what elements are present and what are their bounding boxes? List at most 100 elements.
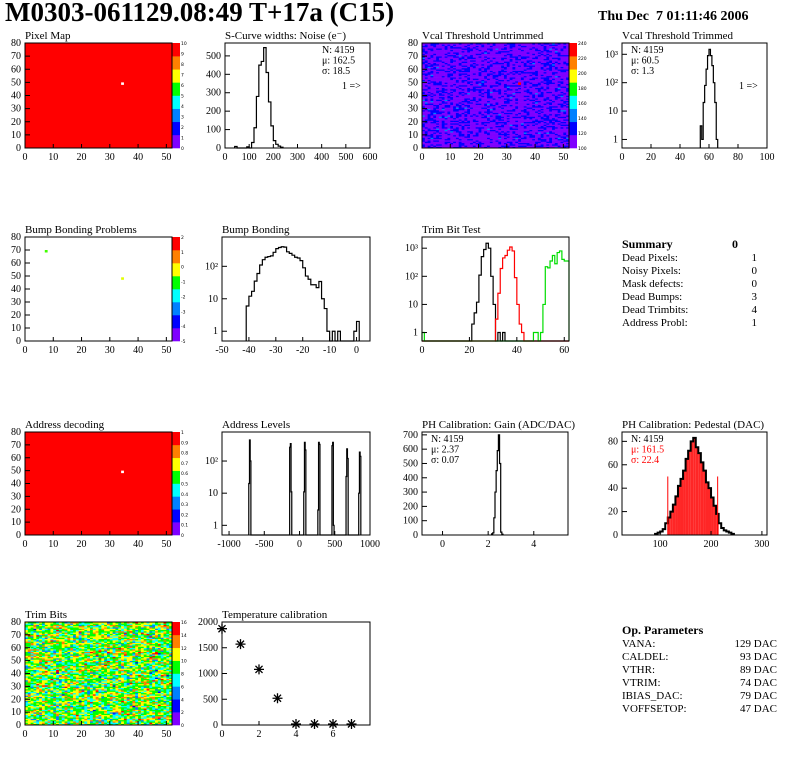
heatmap-cell [25,669,29,672]
heatmap-cell [520,133,525,136]
colorbar-tick-label: -1 [181,280,186,286]
heatmap-cell [489,79,493,82]
heatmap-cell [470,53,474,56]
heatmap-cell [484,109,488,112]
heatmap-cell [422,134,426,137]
heatmap-cell [503,146,508,149]
heatmap-cell [422,132,426,134]
heatmap-cell [501,138,505,141]
heatmap-cell [492,73,496,75]
heatmap-cell [464,58,468,61]
heatmap-cell [546,69,550,71]
heatmap-cell [444,65,448,67]
heatmap-cell [495,107,499,109]
heatmap-cell [543,58,547,61]
heatmap-cell [557,103,561,105]
heatmap-cell [535,67,539,70]
heatmap-cell [444,69,448,71]
heatmap-cell [557,79,561,82]
heatmap-cell [424,138,428,141]
heatmap-cell [557,75,561,78]
heatmap-cell [458,78,462,81]
heatmap-cell [543,112,547,115]
heatmap-cell [532,138,536,141]
heatmap-cell [436,58,440,61]
heatmap-cell [549,60,553,62]
heatmap-cell [566,128,570,130]
heatmap-cell [25,641,29,643]
heatmap-cell [433,102,437,104]
heatmap-cell [557,119,561,121]
heatmap-cell [444,54,448,57]
heatmap-cell [537,108,542,111]
heatmap-cell [30,673,34,676]
heatmap-cell [438,121,443,124]
heatmap-cell [535,127,539,129]
heatmap-cell [532,65,536,67]
heatmap-cell [458,79,462,82]
heatmap-cell [563,79,567,82]
heatmap-cell [484,66,488,69]
heatmap-cell [447,53,451,56]
heatmap-cell [543,79,547,82]
heatmap-cell [487,109,491,112]
y-tick-label: 10 [608,106,618,117]
heatmap-cell [566,123,570,125]
heatmap-cell [515,103,519,105]
heatmap-cell [424,62,428,65]
heatmap-cell [430,46,434,49]
heatmap-cell [478,144,482,146]
colorbar-segment [172,432,180,446]
heatmap-cell [518,128,522,130]
heatmap-cell [30,647,34,650]
heatmap-cell [498,99,502,102]
heatmap-cell [498,140,502,142]
heatmap-cell [39,688,43,691]
heatmap-cell [523,77,527,79]
heatmap-cell [560,96,564,99]
heatmap-cell [529,144,533,146]
heatmap-cell [470,124,474,126]
heatmap-cell [557,66,561,69]
heatmap-cell [424,141,428,144]
heatmap-cell [470,44,474,46]
heatmap-cell [33,649,37,651]
heatmap-cell [537,86,542,88]
heatmap-cell [554,117,558,120]
heatmap-cell [563,109,567,112]
heatmap-cell [487,90,491,92]
heatmap-cell [506,86,510,88]
heatmap-cell [438,125,443,128]
heatmap-cell [498,82,502,84]
heatmap-cell [523,75,527,78]
heatmap-cell [498,104,502,107]
heatmap-cell [441,45,445,48]
heatmap-cell [532,121,536,124]
heatmap-cell [532,103,536,105]
heatmap-cell [441,109,445,112]
heatmap-cell [30,643,34,646]
heatmap-cell [529,69,533,71]
heatmap-cell [537,113,542,116]
heatmap-cell [518,53,522,56]
heatmap-cell [444,144,448,146]
heatmap-cell [481,78,485,81]
heatmap-cell [552,56,556,58]
heatmap-cell [467,142,471,145]
heatmap-cell [458,121,462,124]
heatmap-cell [566,111,570,113]
heatmap-cell [30,642,34,645]
heatmap-cell [424,125,428,128]
heatmap-cell [27,688,31,691]
heatmap-cell [433,50,437,53]
heatmap-cell [25,649,29,651]
heatmap-cell [438,62,443,65]
heatmap-cell [529,120,533,123]
heatmap-cell [546,94,550,96]
x-tick-label: 30 [502,152,512,163]
heatmap-cell [481,82,485,84]
heatmap-cell [495,133,499,136]
heatmap-cell [467,113,471,116]
heatmap-cell [489,64,493,66]
heatmap-cell [433,62,437,65]
